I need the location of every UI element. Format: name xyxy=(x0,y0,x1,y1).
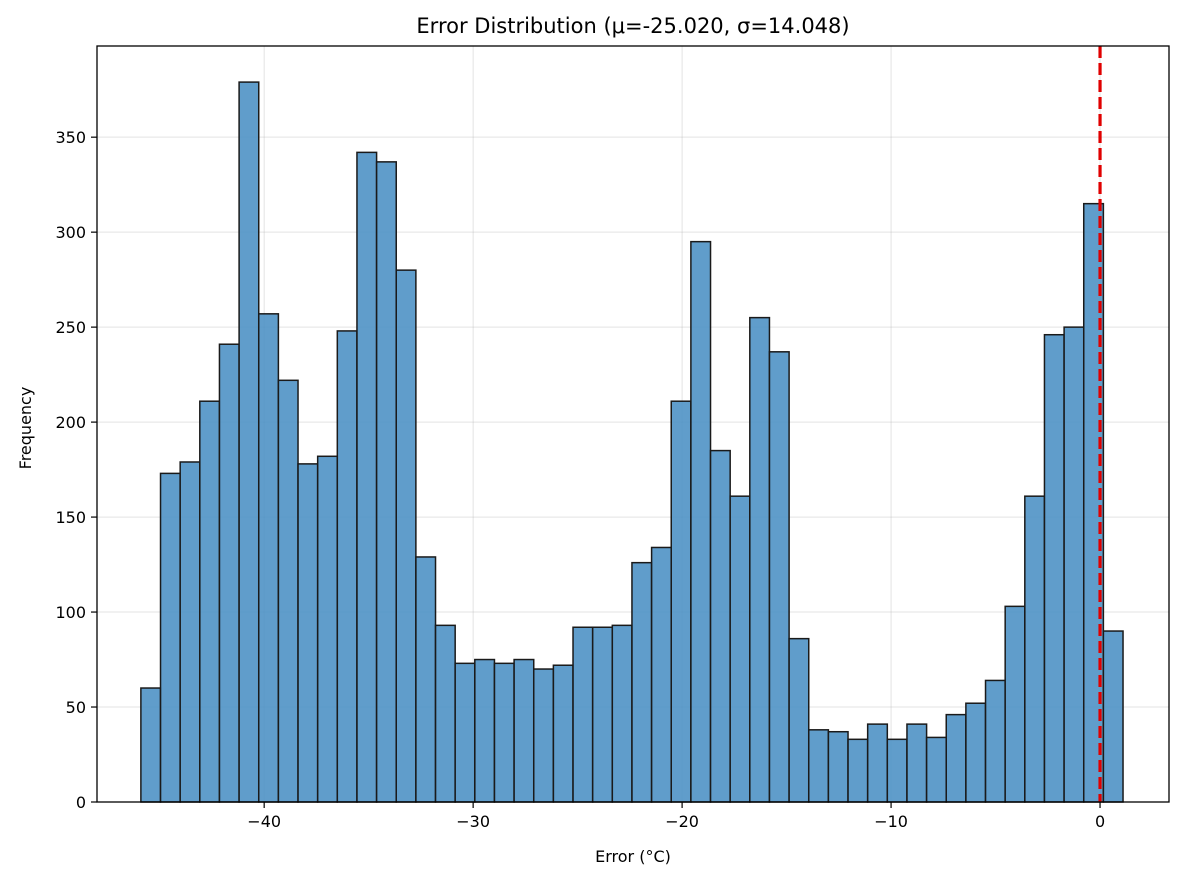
histogram-bar xyxy=(650,546,672,803)
histogram-bar xyxy=(866,723,889,803)
histogram-bar xyxy=(532,668,555,803)
histogram-bar xyxy=(415,556,437,803)
histogram-bar xyxy=(316,455,339,803)
histogram-bar xyxy=(375,161,397,803)
histogram-bar xyxy=(591,626,614,803)
y-axis-label: Frequency xyxy=(16,387,35,470)
histogram-bar xyxy=(474,658,496,803)
histogram-bar xyxy=(690,240,712,803)
histogram-bar xyxy=(729,495,751,803)
histogram-bar xyxy=(925,736,947,803)
histogram-bar xyxy=(434,624,456,803)
x-axis-ticks: −40 −30 −20 −10 0 xyxy=(247,802,1105,831)
x-tick-label: −20 xyxy=(665,812,699,831)
histogram-bar xyxy=(277,379,299,803)
histogram-bar xyxy=(886,738,908,803)
histogram-bars xyxy=(140,81,1124,803)
histogram-bar xyxy=(631,561,653,803)
plot-frame xyxy=(96,45,1170,803)
histogram-bar xyxy=(140,687,162,803)
histogram-bar xyxy=(257,313,280,803)
x-tick-label: 0 xyxy=(1095,812,1105,831)
histogram-bar xyxy=(179,461,201,803)
histogram-bar xyxy=(768,351,790,803)
y-tick-label: 250 xyxy=(55,318,86,337)
histogram-bar xyxy=(807,729,830,803)
histogram-bar xyxy=(1102,630,1124,803)
histogram-bar xyxy=(670,400,692,803)
y-axis-ticks: 0 50 100 150 200 250 300 350 xyxy=(55,128,97,812)
y-tick-label: 350 xyxy=(55,128,86,147)
histogram-bar xyxy=(199,400,221,803)
histogram-bar xyxy=(336,330,358,803)
histogram-bar xyxy=(356,151,378,803)
y-tick-label: 200 xyxy=(55,413,86,432)
histogram-bar xyxy=(297,463,319,803)
histogram-bar xyxy=(965,702,987,803)
x-tick-label: −10 xyxy=(874,812,908,831)
histogram-bar xyxy=(238,81,260,803)
histogram-bar xyxy=(945,713,967,803)
y-tick-label: 0 xyxy=(76,793,86,812)
y-tick-label: 50 xyxy=(66,698,86,717)
y-tick-label: 100 xyxy=(55,603,86,622)
histogram-bar xyxy=(454,662,476,803)
x-tick-label: −40 xyxy=(247,812,281,831)
histogram-bar xyxy=(493,662,515,803)
y-tick-label: 300 xyxy=(55,223,86,242)
histogram-bar xyxy=(218,343,240,803)
histogram-bar xyxy=(984,679,1006,803)
histogram-bar xyxy=(513,658,535,803)
histogram-bar xyxy=(827,730,849,803)
histogram-bar xyxy=(1043,333,1065,803)
histogram-bar xyxy=(395,269,417,803)
chart-title: Error Distribution (μ=-25.020, σ=14.048) xyxy=(416,14,849,38)
histogram-bar xyxy=(1063,326,1085,803)
x-tick-label: −30 xyxy=(456,812,490,831)
histogram-bar xyxy=(906,723,928,803)
histogram-bar xyxy=(709,449,731,803)
histogram-bar xyxy=(1004,605,1026,803)
histogram-bar xyxy=(611,624,633,803)
histogram-bar xyxy=(572,626,594,803)
histogram-bar xyxy=(788,637,810,803)
histogram-bar xyxy=(552,664,574,803)
histogram-bar xyxy=(1024,495,1046,803)
histogram-bar xyxy=(847,738,869,803)
y-tick-label: 150 xyxy=(55,508,86,527)
histogram-bar xyxy=(159,472,181,803)
histogram-bar xyxy=(749,316,771,803)
x-axis-label: Error (°C) xyxy=(595,847,671,866)
